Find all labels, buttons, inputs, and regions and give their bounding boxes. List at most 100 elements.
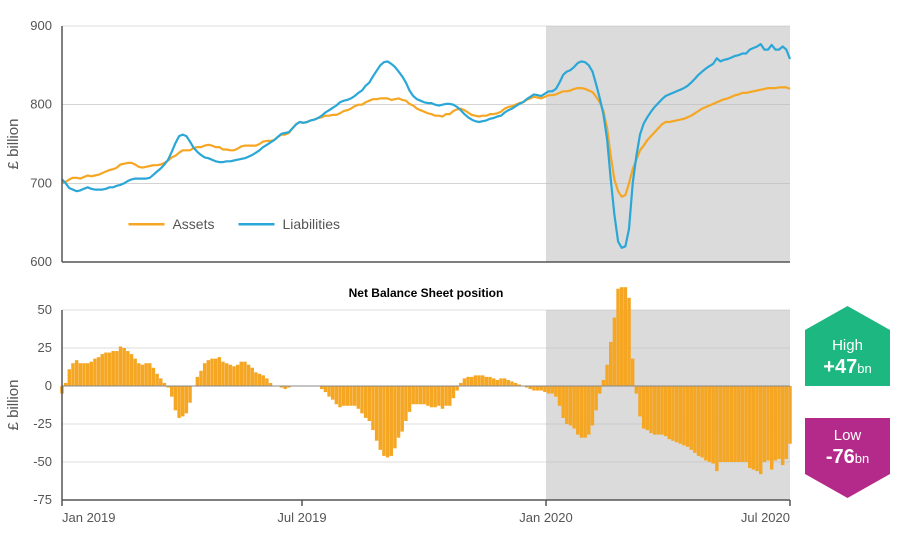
net-bar (788, 386, 791, 444)
net-bar (441, 386, 444, 409)
net-bar (419, 386, 422, 404)
xtick-label: Jul 2020 (741, 510, 790, 525)
net-bar (433, 386, 436, 407)
net-bar (229, 365, 232, 386)
net-bar (507, 380, 510, 386)
net-bar (185, 386, 188, 413)
net-bar (400, 386, 403, 432)
bottom-ytick: -75 (33, 492, 52, 507)
net-bar (101, 354, 104, 386)
net-bar (543, 386, 546, 392)
net-bar (591, 386, 594, 426)
bottom-ytick: -25 (33, 416, 52, 431)
net-bar (452, 386, 455, 398)
net-bar (346, 386, 349, 406)
chart-container: 600700800900£ billionAssetsLiabilities-7… (0, 0, 900, 555)
net-bar (342, 386, 345, 406)
net-bar (331, 386, 334, 400)
net-bar (481, 375, 484, 386)
net-bar (177, 386, 180, 418)
net-bar (646, 386, 649, 430)
net-bar (547, 386, 550, 394)
top-ytick: 900 (30, 18, 52, 33)
net-bar (631, 359, 634, 386)
net-bar (426, 386, 429, 406)
net-bar (609, 342, 612, 386)
net-bar (671, 386, 674, 441)
net-bar (752, 386, 755, 470)
net-bar (404, 386, 407, 421)
net-bar (638, 386, 641, 416)
net-bar (741, 386, 744, 462)
net-bar (624, 287, 627, 386)
net-bar (540, 386, 543, 391)
bottom-ytick: 25 (38, 340, 52, 355)
net-bar (660, 386, 663, 435)
net-bar (496, 380, 499, 386)
net-bar (390, 386, 393, 456)
net-bar (664, 386, 667, 436)
callout-low-label: Low (805, 428, 890, 443)
net-bar (181, 386, 184, 416)
net-bar (561, 386, 564, 418)
callout-low: Low -76bn (805, 418, 890, 498)
net-bar (353, 386, 356, 406)
net-bar (558, 386, 561, 406)
net-bar (572, 386, 575, 429)
net-bar (119, 346, 122, 386)
net-bar (766, 386, 769, 460)
net-bar (485, 377, 488, 386)
net-bar (75, 360, 78, 386)
net-bar (126, 351, 129, 386)
net-bar (335, 386, 338, 404)
net-bar (642, 386, 645, 429)
net-bar (700, 386, 703, 457)
xtick-label: Jan 2020 (519, 510, 573, 525)
net-bar (730, 386, 733, 462)
net-bar (68, 369, 71, 386)
top-ytick: 700 (30, 175, 52, 190)
net-bar (232, 366, 235, 386)
bottom-ytick: -50 (33, 454, 52, 469)
net-bar (243, 362, 246, 386)
net-bar (550, 386, 553, 394)
net-bar (357, 386, 360, 409)
net-bar (503, 378, 506, 386)
net-bar (71, 363, 74, 386)
net-bar (657, 386, 660, 435)
net-bar (159, 378, 162, 386)
legend-label: Liabilities (282, 216, 340, 232)
callout-low-value: -76bn (805, 447, 890, 467)
net-bar (360, 386, 363, 413)
net-bar (122, 348, 125, 386)
net-bar (470, 377, 473, 386)
net-bar (327, 386, 330, 397)
net-bar (587, 386, 590, 435)
net-bar (188, 386, 191, 403)
net-bar (411, 386, 414, 404)
net-bar (474, 375, 477, 386)
net-bar (763, 386, 766, 462)
top-ytick: 600 (30, 254, 52, 269)
net-bar (199, 371, 202, 386)
xtick-label: Jan 2019 (62, 510, 116, 525)
net-bar (635, 386, 638, 394)
net-bar (759, 386, 762, 474)
net-bar (653, 386, 656, 435)
net-bar (649, 386, 652, 433)
net-bar (133, 359, 136, 386)
net-bar (141, 365, 144, 386)
net-bar (261, 375, 264, 386)
net-bar (722, 386, 725, 462)
net-bar (214, 359, 217, 386)
net-bar (437, 386, 440, 406)
net-bar (144, 363, 147, 386)
legend-label: Assets (172, 216, 214, 232)
top-ylabel: £ billion (5, 119, 22, 170)
net-bar (258, 374, 261, 386)
net-bar (448, 386, 451, 406)
net-bar (415, 386, 418, 404)
net-bar (130, 354, 133, 386)
net-bar (569, 386, 572, 426)
callout-high-label: High (805, 338, 890, 353)
